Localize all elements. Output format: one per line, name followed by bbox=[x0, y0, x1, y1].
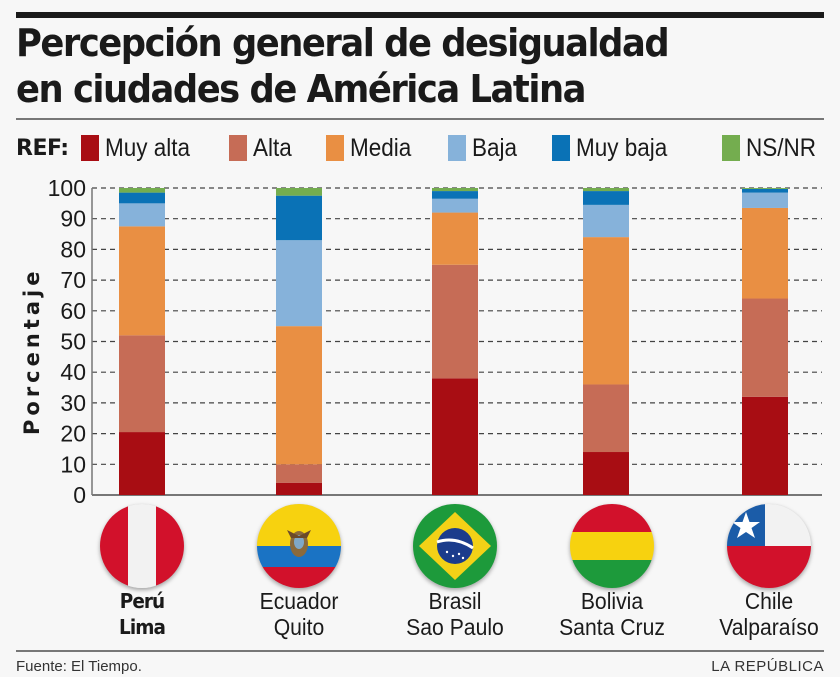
bar-segment-ns-nr bbox=[119, 188, 165, 193]
bar-segment-muy-baja bbox=[276, 195, 322, 241]
y-tick-label: 90 bbox=[60, 206, 86, 232]
legend-item-baja: Baja bbox=[448, 134, 522, 163]
city-name: Quito bbox=[273, 614, 325, 640]
bar-segment-muy-baja bbox=[742, 188, 788, 193]
brazil-flag-icon bbox=[413, 504, 497, 588]
category-label-peru: Perú Lima bbox=[67, 588, 217, 640]
bar-segment-muy-alta bbox=[119, 432, 165, 495]
chile-flag-icon bbox=[727, 504, 811, 588]
legend-label: Baja bbox=[472, 133, 518, 162]
bar-segment-baja bbox=[583, 204, 629, 238]
bolivia-flag-icon bbox=[570, 504, 654, 588]
legend-swatch bbox=[326, 135, 345, 161]
y-tick-label: 80 bbox=[60, 236, 86, 262]
category-label-brasil: Brasil Sao Paulo bbox=[380, 588, 530, 640]
legend-label: Media bbox=[350, 133, 412, 162]
stacked-bar-chart: 0 10 20 30 40 50 60 70 80 90 100 bbox=[48, 175, 822, 505]
legend-label: Muy baja bbox=[576, 133, 668, 162]
city-name: Sao Paulo bbox=[406, 614, 504, 640]
country-name: Brasil bbox=[428, 588, 482, 614]
top-rule bbox=[16, 12, 824, 18]
title-line-1: Percepción general de desigualdad bbox=[16, 21, 670, 65]
bar-segment-media bbox=[742, 207, 788, 299]
y-axis-label: Porcentaje bbox=[20, 267, 44, 435]
title-line-2: en ciudades de América Latina bbox=[16, 67, 586, 111]
bar-segment-alta bbox=[583, 384, 629, 453]
bar-segment-muy-baja bbox=[432, 191, 478, 199]
chart-title: Percepción general de desigualdad en ciu… bbox=[16, 20, 767, 112]
y-tick-label: 70 bbox=[60, 267, 86, 293]
bar-segment-ns-nr bbox=[276, 188, 322, 196]
bar-segment-baja bbox=[119, 203, 165, 227]
bar-segment-baja bbox=[276, 240, 322, 327]
y-tick-label: 20 bbox=[60, 421, 86, 447]
legend-item-ns-nr: NS/NR bbox=[722, 134, 824, 163]
country-name: Chile bbox=[744, 588, 794, 614]
legend-label: NS/NR bbox=[746, 133, 817, 162]
legend-item-alta: Alta bbox=[229, 134, 296, 163]
ecuador-flag-icon bbox=[257, 504, 341, 588]
category-label-ecuador: Ecuador Quito bbox=[224, 588, 374, 640]
title-divider bbox=[16, 118, 824, 120]
legend-swatch bbox=[229, 135, 248, 161]
bar-segment-ns-nr bbox=[583, 188, 629, 192]
bar-segment-media bbox=[583, 237, 629, 385]
country-name: Ecuador bbox=[259, 588, 339, 614]
bar-segment-media bbox=[276, 326, 322, 465]
legend-item-muy-baja: Muy baja bbox=[552, 134, 677, 163]
legend-swatch bbox=[448, 135, 467, 161]
bar-segment-ns-nr bbox=[742, 188, 788, 189]
bar-segment-alta bbox=[742, 298, 788, 397]
y-tick-label: 30 bbox=[60, 390, 86, 416]
bar-segment-muy-alta bbox=[276, 482, 322, 495]
country-name: Bolivia bbox=[580, 588, 644, 614]
bar-segment-alta bbox=[119, 335, 165, 433]
category-label-bolivia: Bolivia Santa Cruz bbox=[537, 588, 687, 640]
y-tick-label: 10 bbox=[60, 451, 86, 477]
bar-segment-muy-alta bbox=[583, 452, 629, 495]
legend: REF: Muy alta Alta Media Baja Muy baja N… bbox=[16, 133, 824, 163]
category-label-chile: Chile Valparaíso bbox=[694, 588, 840, 640]
bar-segment-muy-baja bbox=[583, 191, 629, 205]
y-tick-label: 40 bbox=[60, 359, 86, 385]
bar-segment-alta bbox=[276, 464, 322, 483]
source-note: Fuente: El Tiempo. bbox=[16, 658, 142, 675]
y-tick-label: 100 bbox=[48, 175, 86, 201]
country-name: Perú bbox=[119, 589, 165, 613]
publisher-brand: LA REPÚBLICA bbox=[711, 658, 824, 675]
legend-item-muy-alta: Muy alta bbox=[80, 133, 199, 163]
bar-segment-muy-baja bbox=[119, 192, 165, 204]
y-tick-label: 50 bbox=[60, 329, 86, 355]
legend-swatch bbox=[722, 135, 741, 161]
legend-label: Alta bbox=[253, 133, 292, 162]
bar-segment-muy-alta bbox=[742, 396, 788, 495]
legend-item-media: Media bbox=[326, 134, 418, 163]
peru-flag-icon bbox=[100, 504, 184, 588]
bar-segment-media bbox=[432, 212, 478, 265]
legend-label: Muy alta bbox=[104, 133, 190, 162]
bar-segment-media bbox=[119, 226, 165, 336]
city-name: Santa Cruz bbox=[559, 614, 665, 640]
bar-segment-baja bbox=[432, 198, 478, 213]
bar-segment-baja bbox=[742, 192, 788, 208]
legend-swatch bbox=[552, 135, 571, 161]
bar-segment-alta bbox=[432, 264, 478, 379]
legend-ref-label: REF: bbox=[16, 135, 69, 161]
bar-segment-ns-nr bbox=[432, 188, 478, 192]
bar-segment-muy-alta bbox=[432, 378, 478, 495]
city-name: Lima bbox=[119, 615, 166, 639]
city-name: Valparaíso bbox=[719, 614, 819, 640]
legend-swatch bbox=[80, 135, 99, 161]
y-tick-label: 0 bbox=[73, 482, 86, 505]
footer-divider bbox=[16, 650, 824, 652]
y-tick-label: 60 bbox=[60, 298, 86, 324]
